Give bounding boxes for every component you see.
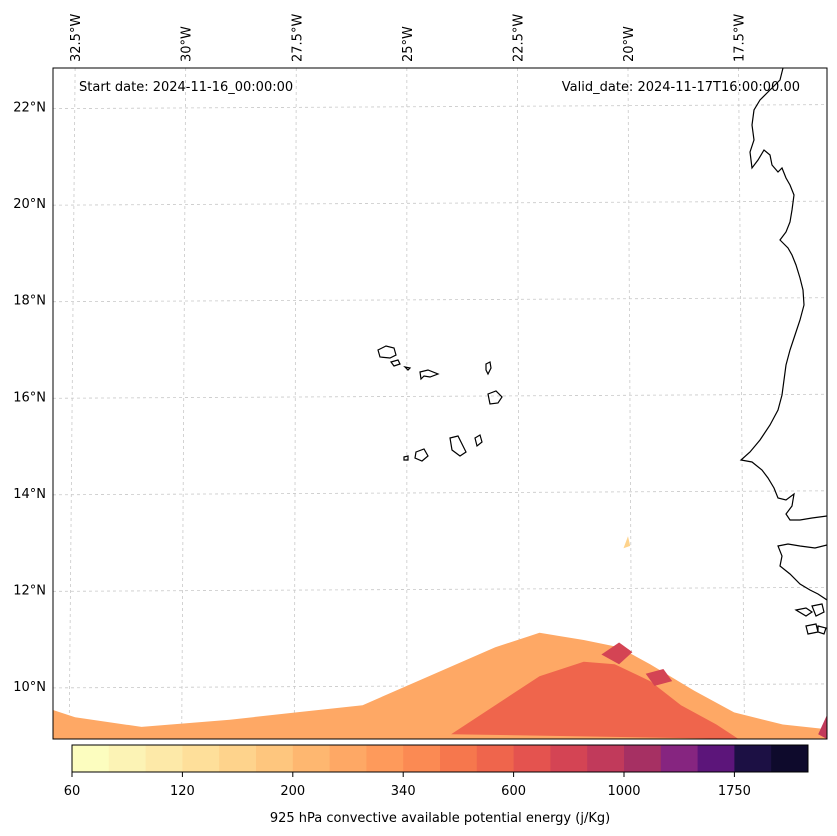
- colorbar-tick-labels: 60 120 200 340 600 1000 1750: [64, 772, 751, 799]
- colorbar-swatch: [550, 745, 588, 772]
- lon-tick-label: 27.5°W: [290, 14, 305, 62]
- lon-tick-label: 30°W: [180, 26, 195, 62]
- cape-coastal-core: [818, 714, 827, 739]
- colorbar-swatch: [771, 745, 809, 772]
- colorbar-swatch: [660, 745, 699, 772]
- colorbar-swatch: [219, 745, 257, 772]
- island-boa-vista: [487, 390, 503, 405]
- colorbar-swatch: [440, 745, 478, 772]
- colorbar-label: 925 hPa convective available potential e…: [270, 811, 610, 826]
- colorbar-swatch: [145, 745, 183, 772]
- colorbar-swatch: [108, 745, 147, 772]
- map-panel: [53, 68, 827, 739]
- colorbar-swatch: [72, 745, 110, 772]
- colorbar-tick-label: 200: [280, 784, 305, 799]
- latitude-tick-labels: 22°N 20°N 18°N 16°N 14°N 12°N 10°N: [13, 101, 46, 695]
- grid-meridian: [181, 68, 187, 739]
- lon-tick-label: 20°W: [622, 26, 637, 62]
- africa-coastline: [739, 68, 827, 521]
- lon-tick-label: 22.5°W: [511, 14, 526, 62]
- lat-tick-label: 10°N: [13, 680, 46, 695]
- valid-date-label: Valid_date: 2024-11-17T16:00:00.00: [562, 80, 800, 95]
- island-sao-nicolau: [419, 369, 440, 381]
- gridlines: [53, 68, 827, 739]
- colorbar-swatch: [256, 745, 294, 772]
- lat-tick-label: 22°N: [13, 101, 46, 116]
- island-maio: [474, 434, 483, 448]
- colorbar-tick-label: 1000: [607, 784, 640, 799]
- cape-moderate-core: [451, 661, 739, 739]
- lon-tick-label: 17.5°W: [733, 14, 748, 62]
- colorbar-frame: [71, 744, 809, 773]
- colorbar-swatch: [587, 745, 625, 772]
- bijagos-islands: [794, 603, 827, 635]
- island-santo-antao: [377, 345, 397, 359]
- colorbar-swatch: [624, 745, 662, 772]
- cape-high-core-east: [601, 642, 633, 665]
- colorbar-tick-label: 340: [391, 784, 416, 799]
- lat-tick-label: 18°N: [13, 294, 46, 309]
- island-fogo: [414, 448, 429, 462]
- colorbar-swatch: [292, 745, 331, 772]
- gambia-guinea-coastline: [777, 543, 827, 601]
- colorbar-swatch: [182, 745, 220, 772]
- island-sao-vicente: [389, 359, 401, 367]
- lat-tick-label: 20°N: [13, 197, 46, 212]
- grid-meridian: [293, 68, 297, 739]
- lon-tick-label: 25°W: [401, 26, 416, 62]
- colorbar-swatch: [403, 745, 441, 772]
- island-brava: [403, 455, 409, 461]
- colorbar-tick-label: 600: [501, 784, 526, 799]
- cape-isolated-cell: [623, 536, 631, 549]
- colorbar-tick-label: 60: [64, 784, 81, 799]
- lat-tick-label: 16°N: [13, 390, 46, 405]
- colorbar-swatch: [697, 745, 735, 772]
- lat-tick-label: 12°N: [13, 583, 46, 598]
- colorbar-swatch: [513, 745, 551, 772]
- grid-meridian: [68, 68, 76, 739]
- lon-tick-label: 32.5°W: [69, 14, 84, 62]
- start-date-label: Start date: 2024-11-16_00:00:00: [79, 80, 293, 95]
- island-santa-luzia: [403, 366, 412, 371]
- grid-meridian: [517, 68, 520, 739]
- colorbar-swatch: [734, 745, 772, 772]
- colorbar-tick-label: 120: [170, 784, 195, 799]
- colorbar-tick-label: 1750: [718, 784, 751, 799]
- colorbar: [72, 745, 809, 772]
- colorbar-swatch: [329, 745, 367, 772]
- island-sal: [485, 361, 492, 376]
- coastline-layer: [377, 68, 827, 635]
- lat-tick-label: 14°N: [13, 487, 46, 502]
- colorbar-swatch: [366, 745, 404, 772]
- grid-meridian: [738, 68, 745, 739]
- cape-high-core-southeast: [645, 669, 673, 686]
- longitude-tick-labels: 32.5°W 30°W 27.5°W 25°W 22.5°W 20°W 17.5°W: [69, 14, 747, 62]
- map-frame: [52, 67, 828, 740]
- island-santiago: [449, 435, 467, 457]
- cape-fill-layer: [53, 536, 827, 739]
- colorbar-swatch: [476, 745, 515, 772]
- grid-meridian: [627, 68, 633, 739]
